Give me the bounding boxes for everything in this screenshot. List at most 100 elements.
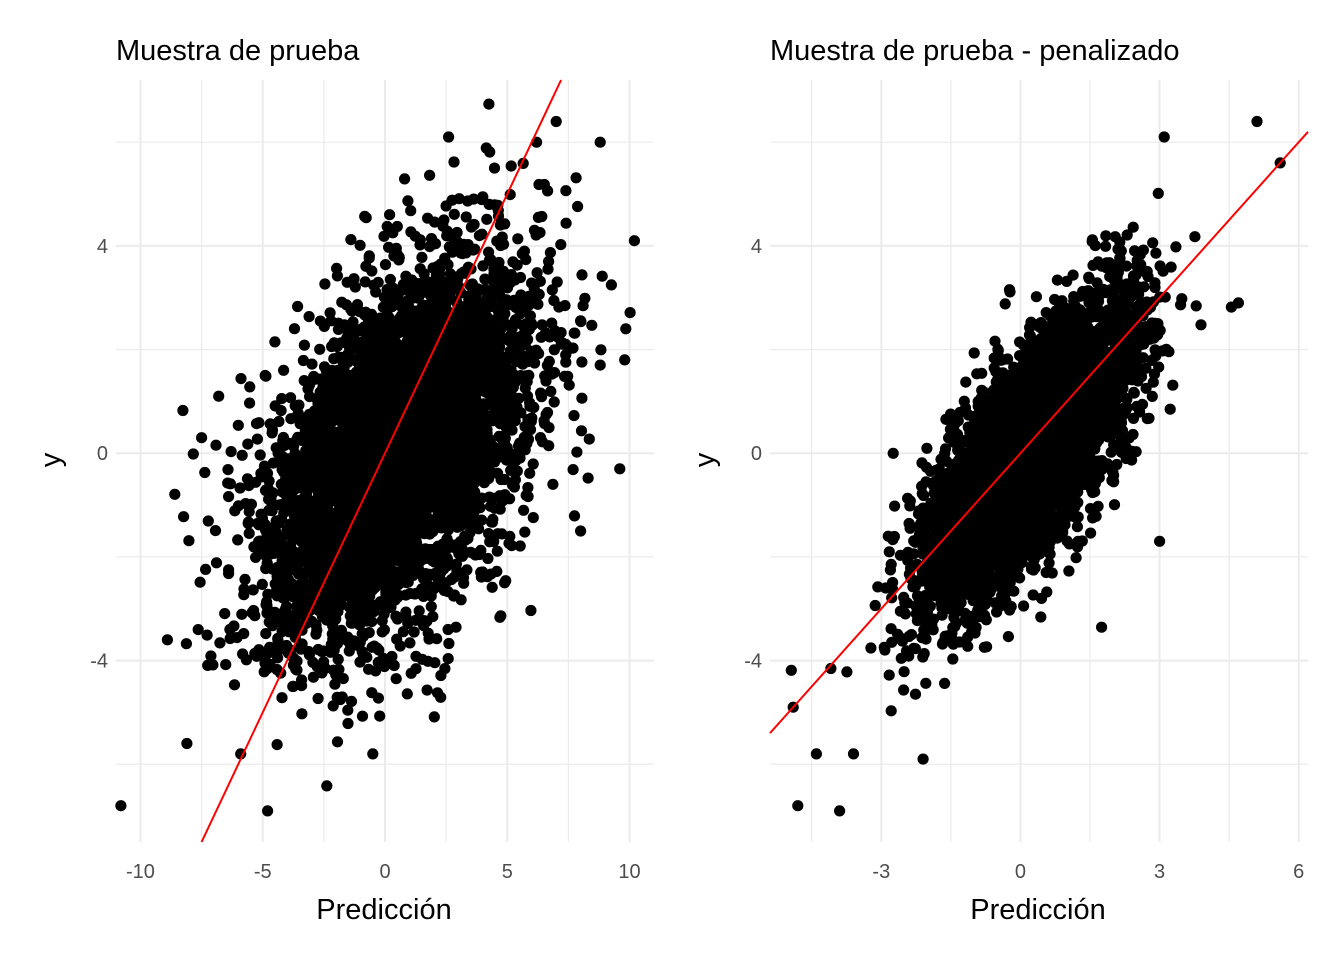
data-point bbox=[379, 259, 392, 271]
panel-title: Muestra de prueba bbox=[116, 35, 360, 67]
data-point bbox=[505, 382, 518, 394]
data-point bbox=[494, 418, 506, 430]
data-point bbox=[390, 610, 402, 622]
data-point bbox=[332, 323, 344, 335]
data-point bbox=[509, 354, 521, 366]
data-point bbox=[520, 318, 532, 330]
data-point bbox=[280, 600, 293, 612]
data-point bbox=[201, 629, 213, 641]
data-point bbox=[555, 327, 567, 339]
data-point bbox=[486, 320, 498, 332]
data-point bbox=[504, 530, 516, 543]
data-point bbox=[479, 332, 491, 344]
data-point bbox=[326, 412, 338, 424]
data-point bbox=[497, 355, 509, 367]
data-point bbox=[511, 259, 523, 271]
data-point bbox=[499, 577, 511, 589]
data-point bbox=[318, 656, 330, 668]
data-point bbox=[349, 281, 361, 293]
data-point bbox=[381, 482, 393, 494]
data-point bbox=[288, 323, 301, 335]
data-point bbox=[451, 411, 463, 423]
data-point bbox=[273, 415, 285, 428]
data-point bbox=[325, 315, 337, 327]
data-point bbox=[414, 524, 426, 536]
data-point bbox=[548, 344, 560, 356]
data-point bbox=[402, 300, 415, 312]
data-point bbox=[402, 617, 414, 630]
data-point bbox=[205, 650, 217, 662]
data-point bbox=[506, 540, 518, 552]
data-point bbox=[327, 633, 339, 645]
data-point bbox=[379, 389, 391, 401]
data-point bbox=[383, 656, 395, 669]
data-point bbox=[531, 267, 543, 279]
data-point bbox=[380, 408, 392, 420]
data-point bbox=[435, 691, 447, 703]
scatter-panel-test-sample: Muestra de prueba -10 -5 0 5 10 -404 Predicc… bbox=[35, 35, 654, 926]
data-point bbox=[266, 505, 278, 517]
data-point bbox=[291, 500, 303, 512]
data-point bbox=[393, 251, 405, 264]
data-point bbox=[378, 624, 390, 636]
data-point bbox=[596, 270, 608, 282]
data-point bbox=[336, 378, 348, 391]
data-point bbox=[283, 623, 295, 635]
data-point bbox=[428, 583, 440, 595]
data-point bbox=[290, 555, 302, 567]
data-point bbox=[526, 277, 538, 289]
data-point bbox=[200, 563, 212, 576]
data-point bbox=[560, 217, 572, 229]
data-point bbox=[329, 678, 341, 690]
data-point bbox=[422, 627, 434, 639]
data-point bbox=[417, 324, 429, 337]
data-point bbox=[290, 663, 302, 675]
data-point bbox=[276, 450, 288, 462]
data-point bbox=[316, 667, 328, 679]
data-point bbox=[551, 276, 563, 288]
data-point bbox=[236, 449, 248, 461]
data-point bbox=[314, 343, 326, 355]
data-point bbox=[446, 381, 458, 393]
data-point bbox=[441, 225, 453, 237]
data-point bbox=[481, 427, 493, 439]
data-point bbox=[261, 663, 274, 675]
data-point bbox=[296, 680, 308, 692]
data-point bbox=[169, 488, 181, 500]
data-point bbox=[372, 530, 385, 542]
data-point bbox=[345, 234, 357, 246]
data-point bbox=[468, 218, 480, 231]
data-point bbox=[457, 475, 469, 487]
data-point bbox=[431, 261, 443, 273]
data-point bbox=[374, 312, 386, 324]
data-point bbox=[253, 417, 265, 429]
data-point bbox=[289, 524, 301, 537]
data-point bbox=[345, 489, 357, 502]
data-point bbox=[582, 472, 594, 484]
data-point bbox=[335, 404, 347, 416]
data-point bbox=[244, 381, 256, 393]
data-point bbox=[399, 173, 411, 185]
data-point bbox=[239, 573, 251, 586]
data-point bbox=[262, 607, 274, 619]
data-point bbox=[520, 489, 532, 501]
data-point bbox=[448, 208, 460, 220]
data-points bbox=[115, 98, 641, 817]
data-point bbox=[567, 464, 579, 476]
data-point bbox=[363, 250, 375, 262]
data-point bbox=[224, 623, 236, 636]
data-point bbox=[428, 711, 440, 723]
data-point bbox=[560, 185, 572, 197]
data-point bbox=[219, 608, 231, 620]
data-point bbox=[568, 410, 580, 422]
data-point bbox=[476, 382, 488, 394]
data-point bbox=[539, 370, 551, 382]
data-point bbox=[180, 638, 192, 650]
data-point bbox=[345, 332, 357, 344]
data-point bbox=[485, 253, 497, 266]
data-point bbox=[384, 209, 396, 221]
data-point bbox=[234, 482, 246, 494]
data-point bbox=[331, 492, 343, 504]
data-point bbox=[325, 581, 337, 593]
data-point bbox=[516, 248, 528, 260]
